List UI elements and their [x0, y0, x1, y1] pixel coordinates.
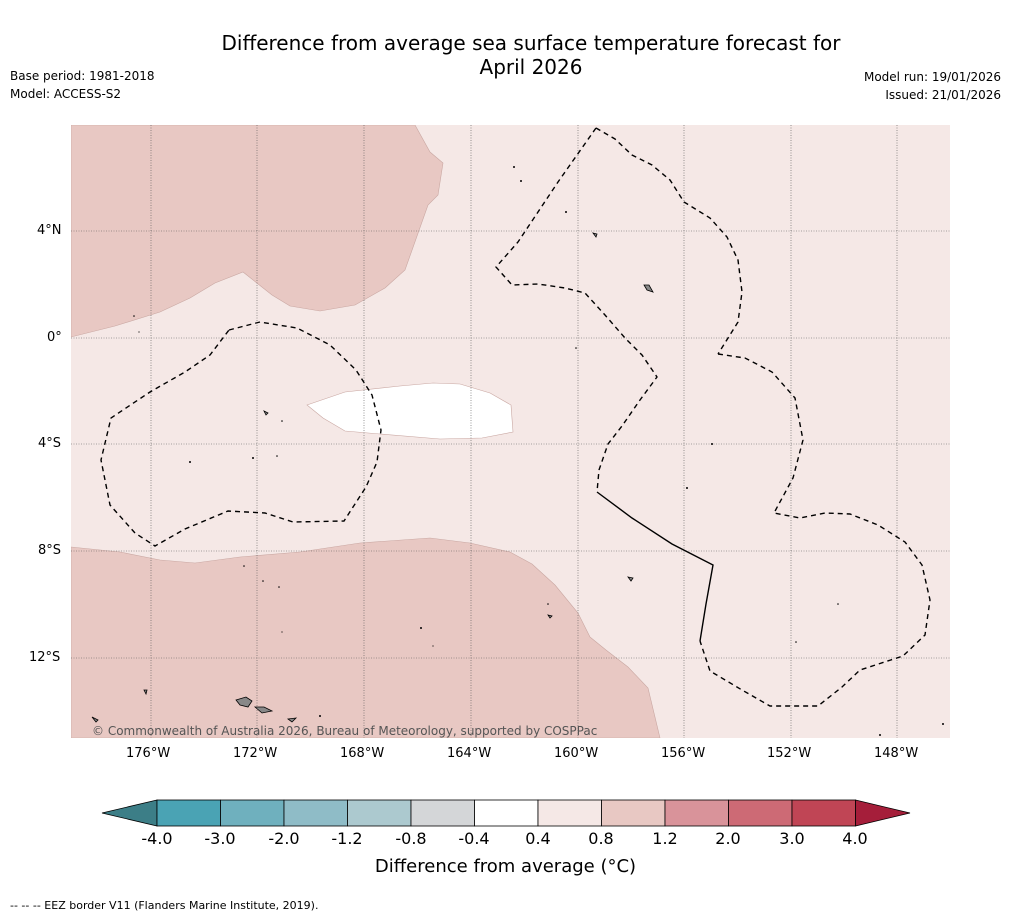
colorbar-title: Difference from average (°C)	[374, 856, 637, 877]
colorbar-swatch	[537, 799, 602, 827]
lat-tick-8s: 8°S	[38, 543, 62, 558]
colorbar-swatch	[283, 799, 348, 827]
island-small-2	[643, 284, 654, 293]
colorbar-arrow-high	[855, 799, 911, 827]
lon-tick-164w: 164°W	[447, 746, 492, 761]
island-large-1	[235, 696, 253, 708]
colorbar-swatch	[156, 799, 221, 827]
colorbar	[101, 799, 911, 827]
lon-tick-156w: 156°W	[661, 746, 706, 761]
colorbar-swatch	[347, 799, 412, 827]
colorbar-swatch	[664, 799, 729, 827]
lat-tick-0: 0°	[47, 330, 62, 345]
lat-tick-4n: 4°N	[37, 223, 62, 238]
meta-right: Model run: 19/01/2026 Issued: 21/01/2026	[864, 68, 1001, 104]
colorbar-swatch	[601, 799, 666, 827]
cbar-label: 3.0	[779, 829, 805, 848]
island-small-4	[143, 689, 148, 696]
meta-left: Base period: 1981-2018 Model: ACCESS-S2	[10, 67, 155, 103]
eez-border-west	[100, 321, 382, 547]
cbar-label: -3.0	[204, 829, 236, 848]
eez-border-north	[595, 127, 743, 355]
eez-border-solid	[596, 491, 714, 642]
cbar-label: -4.0	[141, 829, 173, 848]
cbar-label: 4.0	[842, 829, 868, 848]
lon-tick-168w: 168°W	[340, 746, 385, 761]
colorbar-arrow-low	[101, 799, 158, 827]
map-area	[71, 125, 950, 738]
colorbar-swatch	[220, 799, 285, 827]
island-large-2	[253, 706, 274, 714]
lon-tick-152w: 152°W	[767, 746, 812, 761]
map-title: Difference from average sea surface temp…	[0, 31, 1011, 79]
model-name: Model: ACCESS-S2	[10, 87, 122, 101]
island-small-3	[263, 410, 269, 416]
title-line-2: April 2026	[479, 55, 583, 79]
island-small-1	[592, 232, 598, 238]
base-period: Base period: 1981-2018	[10, 69, 155, 83]
issued-date: Issued: 21/01/2026	[885, 88, 1001, 102]
eez-borders	[100, 127, 931, 707]
anomaly-region-neutral	[306, 382, 514, 440]
model-run: Model run: 19/01/2026	[863, 70, 1001, 84]
colorbar-swatch	[410, 799, 475, 827]
island-small-6	[286, 717, 298, 723]
cbar-label: 2.0	[715, 829, 741, 848]
cbar-label: 0.4	[525, 829, 551, 848]
graticule	[71, 125, 950, 738]
eez-border-central	[495, 127, 658, 493]
cbar-label: 1.2	[652, 829, 678, 848]
cbar-label: -2.0	[268, 829, 300, 848]
copyright-text: © Commonwealth of Australia 2026, Bureau…	[92, 724, 597, 738]
lat-tick-12s: 12°S	[29, 650, 61, 665]
anomaly-region-south	[71, 537, 661, 738]
eez-border-east	[699, 353, 931, 707]
lat-tick-4s: 4°S	[38, 436, 62, 451]
atolls	[133, 166, 944, 736]
cbar-label: -0.4	[458, 829, 490, 848]
colorbar-swatch	[791, 799, 856, 827]
eez-footnote: -- -- -- EEZ border V11 (Flanders Marine…	[10, 899, 319, 912]
colorbar-swatch	[474, 799, 539, 827]
cbar-label: -1.2	[331, 829, 363, 848]
colorbar-swatch	[728, 799, 793, 827]
islands	[91, 232, 654, 723]
cbar-label: -0.8	[395, 829, 427, 848]
island-small-7	[627, 576, 634, 582]
lon-tick-172w: 172°W	[233, 746, 278, 761]
cbar-label: 0.8	[588, 829, 614, 848]
island-small-8	[547, 614, 553, 619]
title-line-1: Difference from average sea surface temp…	[221, 31, 841, 55]
lon-tick-148w: 148°W	[874, 746, 919, 761]
island-small-5	[91, 716, 99, 723]
lon-tick-160w: 160°W	[554, 746, 599, 761]
lon-tick-176w: 176°W	[126, 746, 171, 761]
